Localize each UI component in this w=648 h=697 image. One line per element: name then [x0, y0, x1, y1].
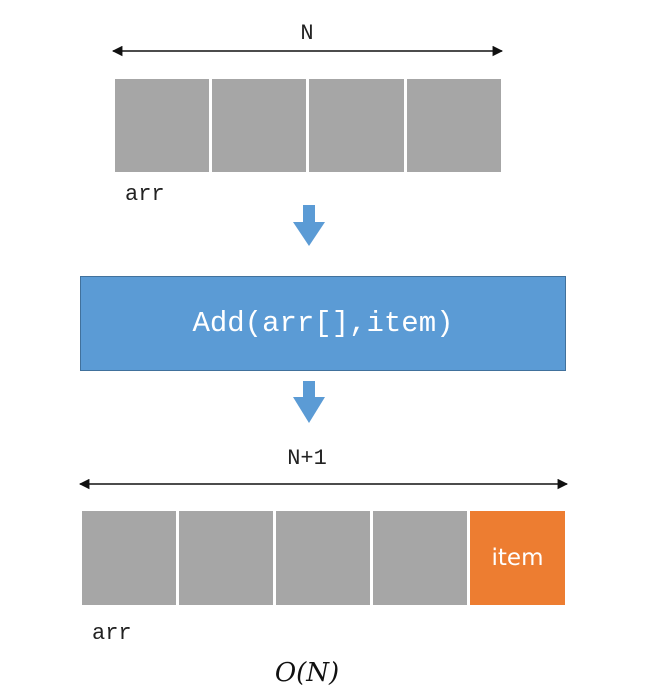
- new-item-label: item: [491, 545, 544, 571]
- array-cell: [179, 511, 273, 605]
- top-length-label: N: [300, 21, 314, 46]
- array-cell: [82, 511, 176, 605]
- array-cell: [309, 79, 404, 172]
- top-array-name-label: arr: [125, 182, 165, 207]
- new-item-cell: item: [470, 511, 565, 605]
- array-cell: [212, 79, 306, 172]
- bottom-array-name-label: arr: [92, 621, 132, 646]
- down-arrow-icon: [293, 381, 325, 423]
- array-cell: [407, 79, 501, 172]
- add-operation-box: Add(arr[],item): [80, 276, 566, 371]
- array-cell: [373, 511, 467, 605]
- array-cell: [276, 511, 370, 605]
- bottom-length-label: N+1: [287, 446, 327, 471]
- array-cell: [115, 79, 209, 172]
- complexity-label: O(N): [274, 658, 340, 688]
- add-operation-label: Add(arr[],item): [192, 307, 454, 340]
- down-arrow-icon: [293, 205, 325, 246]
